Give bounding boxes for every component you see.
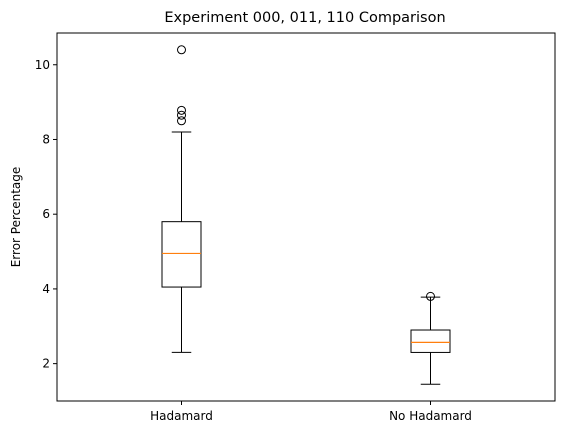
outlier-point <box>426 291 435 301</box>
outlier-point <box>177 116 186 126</box>
outlier-point <box>177 45 186 55</box>
plot-area: 2 4 6 8 10 Hadamard No Hadamard <box>35 32 556 423</box>
x-tick-label: No Hadamard <box>389 409 472 423</box>
y-axis-label: Error Percentage <box>9 167 23 268</box>
outlier-point <box>177 110 186 120</box>
plot-frame <box>56 32 556 402</box>
y-tick-label: 2 <box>42 357 50 371</box>
outlier-point <box>177 105 186 115</box>
x-tick-label: Hadamard <box>150 409 213 423</box>
y-tick-label: 4 <box>42 282 50 296</box>
y-tick-label: 6 <box>42 207 50 221</box>
box-iqr <box>410 329 451 353</box>
chart-title: Experiment 000, 011, 110 Comparison <box>164 10 445 26</box>
box-iqr <box>161 221 202 288</box>
y-tick-label: 8 <box>42 132 50 146</box>
y-tick-label: 10 <box>35 58 50 72</box>
